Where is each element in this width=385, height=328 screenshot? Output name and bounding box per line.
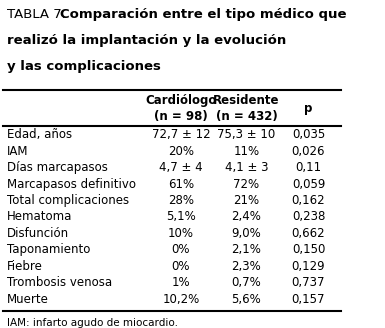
Text: 0,150: 0,150 — [292, 243, 325, 256]
Text: 4,1 ± 3: 4,1 ± 3 — [225, 161, 268, 174]
Text: 0,129: 0,129 — [292, 260, 325, 273]
Text: 2,1%: 2,1% — [231, 243, 261, 256]
Text: Cardiólogo
(n = 98): Cardiólogo (n = 98) — [145, 94, 217, 123]
Text: 28%: 28% — [168, 194, 194, 207]
Text: Días marcapasos: Días marcapasos — [7, 161, 108, 174]
Text: 0,035: 0,035 — [292, 128, 325, 141]
Text: Trombosis venosa: Trombosis venosa — [7, 276, 112, 289]
Text: 0,7%: 0,7% — [231, 276, 261, 289]
Text: realizó la implantación y la evolución: realizó la implantación y la evolución — [7, 34, 286, 47]
Text: Comparación entre el tipo médico que: Comparación entre el tipo médico que — [60, 8, 347, 21]
Text: 72,7 ± 12: 72,7 ± 12 — [152, 128, 210, 141]
Text: Total complicaciones: Total complicaciones — [7, 194, 129, 207]
Text: p: p — [304, 102, 313, 115]
Text: 10%: 10% — [168, 227, 194, 240]
Text: 11%: 11% — [233, 145, 259, 158]
Text: Disfunción: Disfunción — [7, 227, 69, 240]
Text: IAM: IAM — [7, 145, 28, 158]
Text: 0,11: 0,11 — [295, 161, 321, 174]
Text: 0,238: 0,238 — [292, 211, 325, 223]
Text: 5,1%: 5,1% — [166, 211, 196, 223]
Text: Taponamiento: Taponamiento — [7, 243, 90, 256]
Text: 0,737: 0,737 — [292, 276, 325, 289]
Text: TABLA 7.: TABLA 7. — [7, 8, 66, 21]
Text: 61%: 61% — [168, 177, 194, 191]
Text: Hematoma: Hematoma — [7, 211, 72, 223]
Text: 2,3%: 2,3% — [231, 260, 261, 273]
Text: 75,3 ± 10: 75,3 ± 10 — [217, 128, 276, 141]
Text: 2,4%: 2,4% — [231, 211, 261, 223]
Text: 0%: 0% — [172, 260, 190, 273]
Text: 9,0%: 9,0% — [231, 227, 261, 240]
Text: 0,026: 0,026 — [292, 145, 325, 158]
Text: 0,162: 0,162 — [292, 194, 325, 207]
Text: Residente
(n = 432): Residente (n = 432) — [213, 94, 280, 123]
Text: 0,059: 0,059 — [292, 177, 325, 191]
Text: 4,7 ± 4: 4,7 ± 4 — [159, 161, 203, 174]
Text: Marcapasos definitivo: Marcapasos definitivo — [7, 177, 136, 191]
Text: 0%: 0% — [172, 243, 190, 256]
Text: Edad, años: Edad, años — [7, 128, 72, 141]
Text: 20%: 20% — [168, 145, 194, 158]
Text: 1%: 1% — [172, 276, 190, 289]
Text: 0,157: 0,157 — [292, 293, 325, 306]
Text: IAM: infarto agudo de miocardio.: IAM: infarto agudo de miocardio. — [7, 318, 178, 328]
Text: Fiebre: Fiebre — [7, 260, 43, 273]
Text: 5,6%: 5,6% — [231, 293, 261, 306]
Text: 0,662: 0,662 — [292, 227, 325, 240]
Text: 72%: 72% — [233, 177, 259, 191]
Text: 10,2%: 10,2% — [162, 293, 199, 306]
Text: 21%: 21% — [233, 194, 259, 207]
Text: y las complicaciones: y las complicaciones — [7, 60, 161, 73]
Text: Muerte: Muerte — [7, 293, 49, 306]
